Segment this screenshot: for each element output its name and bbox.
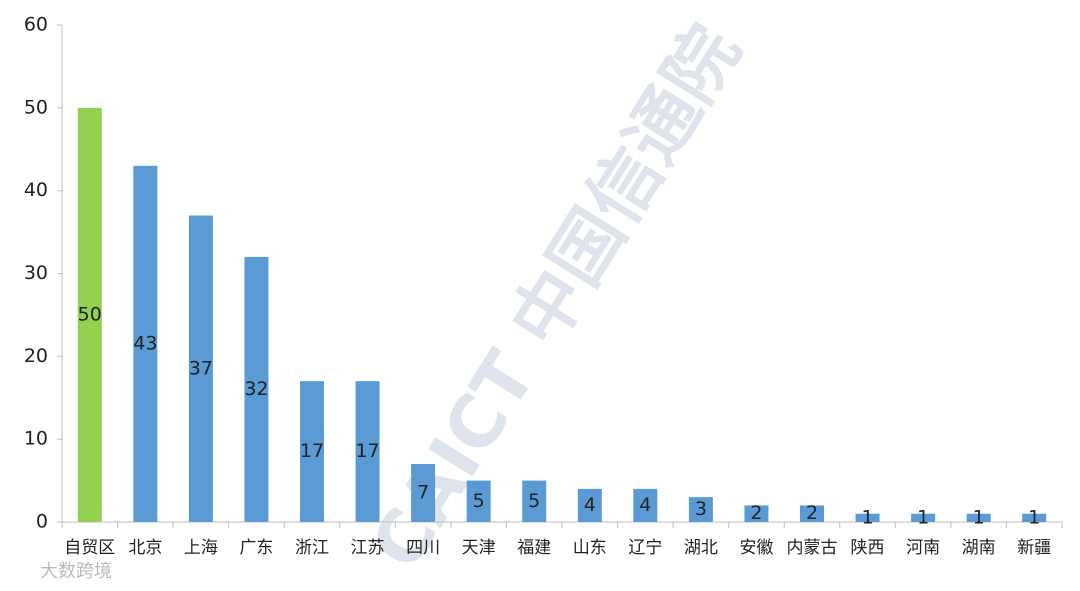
value-label: 7: [417, 482, 429, 504]
value-label: 1: [1028, 506, 1040, 528]
x-tick-label: 浙江: [295, 538, 329, 558]
x-tick-label: 广东: [239, 538, 273, 558]
x-tick-label: 湖南: [962, 538, 996, 558]
value-label: 5: [528, 490, 540, 512]
value-label: 17: [300, 440, 324, 462]
x-tick-label: 北京: [128, 538, 162, 558]
bar: [466, 480, 491, 522]
x-tick-label: 山东: [573, 538, 607, 558]
y-tick-label: 10: [24, 428, 48, 450]
x-tick-label: 天津: [462, 538, 496, 558]
bar: [744, 505, 769, 522]
bar: [188, 215, 213, 522]
x-tick-label: 湖北: [684, 538, 718, 558]
bar: [300, 381, 324, 522]
bar: [800, 505, 824, 522]
bar: [911, 513, 936, 522]
y-tick-label: 0: [36, 511, 48, 533]
y-tick-label: 50: [24, 96, 48, 118]
value-label: 32: [244, 378, 268, 400]
x-tick-label: 上海: [184, 538, 218, 558]
value-label: 4: [584, 494, 596, 516]
y-tick-label: 30: [24, 262, 48, 284]
bar: [688, 497, 713, 522]
bar: [577, 488, 602, 522]
value-label: 2: [750, 502, 762, 524]
value-label: 17: [355, 440, 379, 462]
bar: [1022, 513, 1047, 522]
y-tick-label: 20: [24, 345, 48, 367]
value-label: 1: [973, 506, 985, 528]
value-label: 5: [473, 490, 485, 512]
x-tick-label: 内蒙古: [787, 538, 838, 558]
value-label: 37: [189, 357, 213, 379]
x-tick-label: 福建: [517, 538, 551, 558]
value-label: 1: [917, 506, 929, 528]
value-label: 50: [78, 303, 102, 325]
x-tick-label: 四川: [406, 538, 440, 558]
bar: [522, 480, 547, 522]
x-tick-label: 陕西: [851, 538, 885, 558]
x-tick-label: 江苏: [351, 538, 385, 558]
x-tick-label: 辽宁: [628, 538, 662, 558]
value-label: 1: [862, 506, 874, 528]
y-tick-label: 60: [24, 14, 48, 36]
value-label: 2: [806, 502, 818, 524]
bar: [855, 513, 880, 522]
value-label: 4: [639, 494, 651, 516]
bar: [411, 464, 436, 522]
bar: [633, 488, 658, 522]
y-tick-label: 40: [24, 179, 48, 201]
bar: [244, 256, 269, 522]
credit: 大数跨境: [40, 561, 112, 582]
x-tick-label: 新疆: [1017, 538, 1051, 558]
bar: [966, 513, 991, 522]
value-label: 3: [695, 498, 707, 520]
x-tick-label: 河南: [906, 538, 940, 558]
value-label: 43: [133, 332, 157, 354]
bar: [355, 381, 380, 522]
bar: [77, 107, 102, 522]
x-tick-label: 安徽: [739, 538, 773, 558]
x-tick-label: 自贸区: [64, 538, 115, 558]
bar: [133, 165, 158, 523]
